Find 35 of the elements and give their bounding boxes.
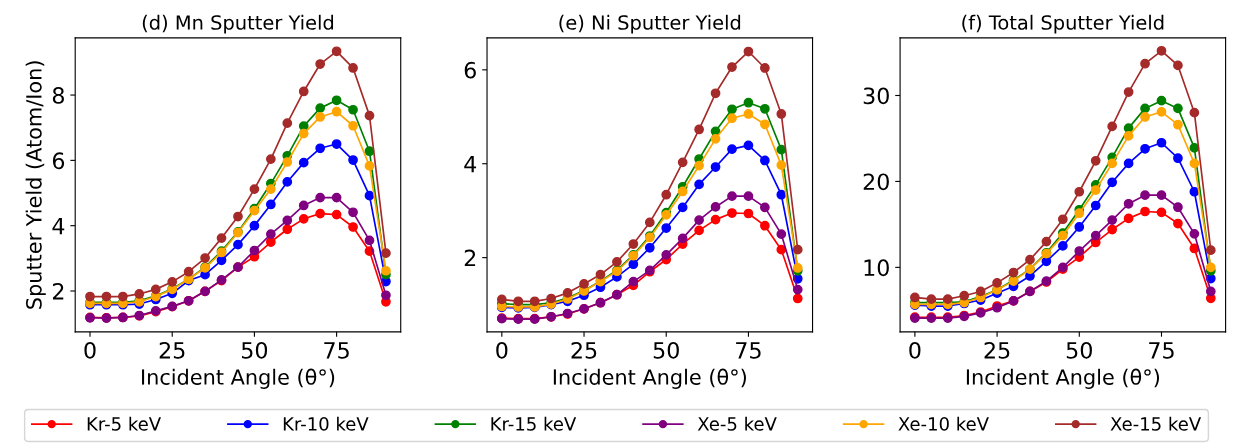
chart-title: (e) Ni Sputter Yield xyxy=(559,14,741,34)
x-tick-label: 75 xyxy=(324,342,349,359)
x-tick-label: 50 xyxy=(241,341,268,359)
legend-label: Kr-15 keV xyxy=(491,416,577,431)
chart-title: (f) Total Sputter Yield xyxy=(962,14,1164,34)
x-axis-title: Incident Angle (θ°) xyxy=(966,368,1160,389)
legend-label: Xe-15 keV xyxy=(1110,416,1202,431)
y-axis-title: Sputter Yield (Atom/Ion) xyxy=(25,61,46,309)
x-tick-label: 75 xyxy=(736,342,761,359)
y-tick-label: 2 xyxy=(464,249,476,267)
x-tick-label: 25 xyxy=(159,341,185,359)
y-tick-label: 4 xyxy=(464,155,477,173)
x-tick-label: 50 xyxy=(653,341,679,359)
x-axis-title: Incident Angle (θ°) xyxy=(553,368,746,389)
y-tick-label: 6 xyxy=(52,152,65,170)
x-tick-label: 0 xyxy=(496,341,508,359)
y-tick-label: 6 xyxy=(464,61,476,79)
x-tick-label: 0 xyxy=(84,341,96,359)
y-tick-label: 2 xyxy=(52,282,64,300)
y-tick-label: 20 xyxy=(863,173,889,191)
legend-label: Kr-10 keV xyxy=(283,416,369,431)
legend-label: Xe-5 keV xyxy=(697,416,777,431)
y-tick-label: 8 xyxy=(52,87,64,104)
y-tick-label: 4 xyxy=(52,217,65,235)
y-tick-label: 10 xyxy=(864,259,889,277)
x-tick-label: 0 xyxy=(909,341,921,359)
x-tick-label: 25 xyxy=(984,341,1010,359)
legend-label: Kr-5 keV xyxy=(87,416,161,431)
chart-title: (d) Mn Sputter Yield xyxy=(142,14,334,34)
x-tick-label: 50 xyxy=(1066,341,1092,359)
x-axis-title: Incident Angle (θ°) xyxy=(142,368,335,389)
y-tick-label: 30 xyxy=(863,87,889,105)
x-tick-label: 75 xyxy=(1149,342,1174,359)
x-tick-label: 25 xyxy=(571,341,597,359)
legend-label: Xe-10 keV xyxy=(898,416,989,431)
